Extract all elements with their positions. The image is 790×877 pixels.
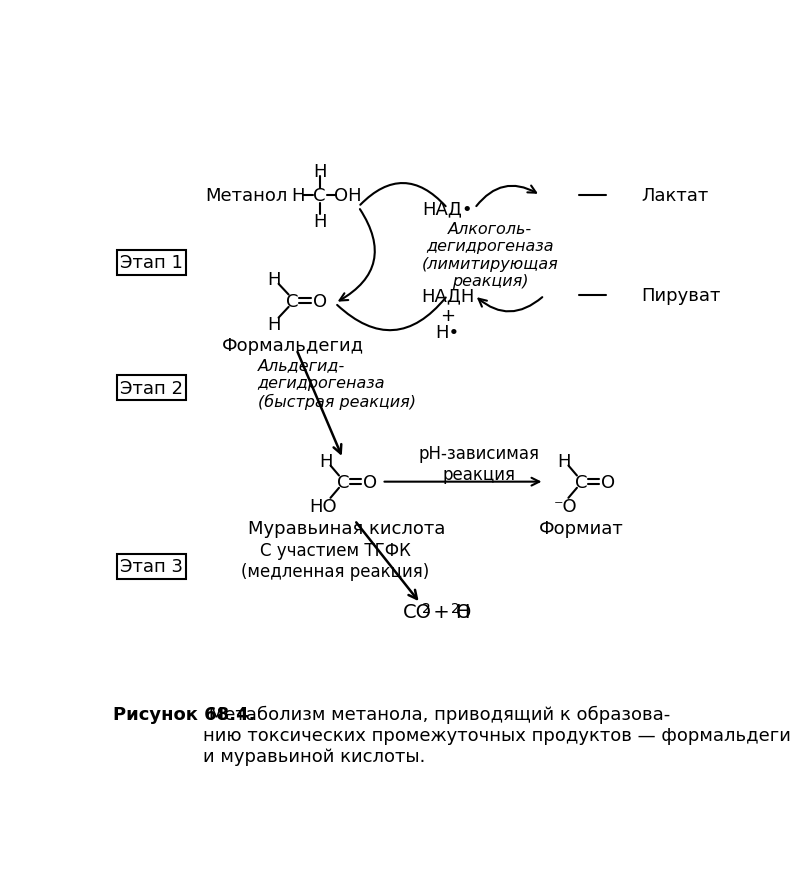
Text: OH: OH	[333, 187, 361, 205]
FancyBboxPatch shape	[117, 250, 186, 275]
Text: рН-зависимая
реакция: рН-зависимая реакция	[418, 445, 539, 483]
Text: Этап 2: Этап 2	[120, 379, 183, 397]
Text: H: H	[292, 187, 305, 205]
Text: С участием ТГФК
(медленная реакция): С участием ТГФК (медленная реакция)	[241, 541, 429, 580]
Text: H: H	[313, 212, 326, 231]
Text: C: C	[337, 473, 349, 491]
Text: Метанол: Метанол	[205, 187, 288, 205]
Text: 2: 2	[450, 602, 459, 616]
Text: C: C	[314, 187, 326, 205]
Text: Лактат: Лактат	[641, 187, 709, 205]
Text: Н•: Н•	[435, 324, 460, 342]
Text: O: O	[601, 473, 615, 491]
Text: Метаболизм метанола, приводящий к образова-
нию токсических промежуточных продук: Метаболизм метанола, приводящий к образо…	[203, 705, 790, 765]
Text: C: C	[286, 292, 299, 310]
Text: Формиат: Формиат	[539, 519, 623, 538]
Text: H: H	[557, 453, 570, 470]
Text: +: +	[440, 306, 455, 324]
Text: Рисунок 68.4.: Рисунок 68.4.	[113, 705, 255, 724]
Text: Пируват: Пируват	[641, 287, 720, 305]
Text: Альдегид-
дегидрогеназа
(быстрая реакция): Альдегид- дегидрогеназа (быстрая реакция…	[258, 358, 416, 410]
Text: ⁻O: ⁻O	[554, 498, 577, 516]
Text: H: H	[313, 162, 326, 181]
Text: Муравьиная кислота: Муравьиная кислота	[248, 519, 446, 538]
Text: НАДН: НАДН	[421, 287, 474, 305]
Text: НАД•: НАД•	[422, 200, 472, 218]
Text: 2: 2	[422, 602, 431, 616]
Text: Этап 1: Этап 1	[120, 254, 183, 272]
Text: + H: + H	[427, 602, 471, 621]
Text: O: O	[313, 292, 327, 310]
Text: O: O	[456, 602, 472, 621]
FancyBboxPatch shape	[117, 375, 186, 401]
Text: C: C	[574, 473, 587, 491]
Text: Этап 3: Этап 3	[120, 558, 183, 575]
Text: Алкоголь-
дегидрогеназа
(лимитирующая
реакция): Алкоголь- дегидрогеназа (лимитирующая ре…	[422, 222, 559, 289]
Text: H: H	[319, 453, 333, 470]
FancyBboxPatch shape	[117, 554, 186, 580]
Text: CO: CO	[403, 602, 431, 621]
Text: HO: HO	[309, 498, 337, 516]
Text: H: H	[267, 271, 280, 289]
Text: H: H	[267, 316, 280, 333]
Text: Формальдегид: Формальдегид	[221, 337, 363, 355]
Text: O: O	[363, 473, 377, 491]
